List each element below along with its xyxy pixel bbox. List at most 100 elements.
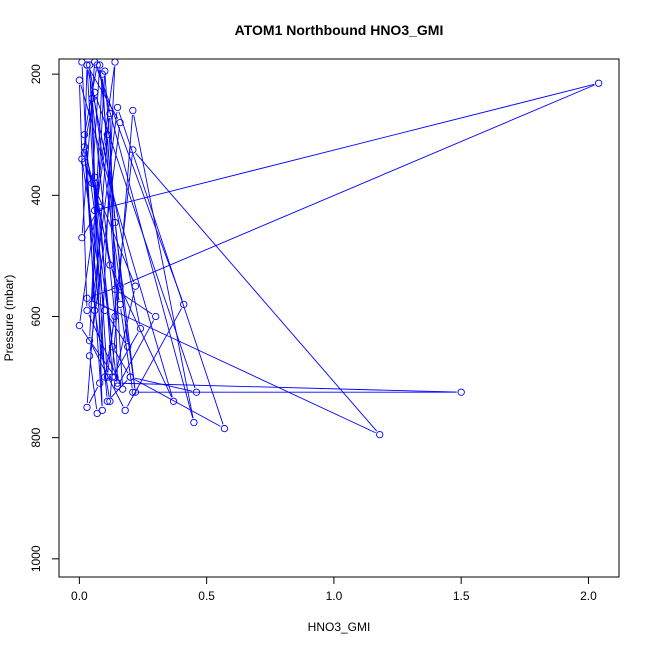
series-segment — [135, 152, 378, 432]
data-point — [85, 61, 94, 69]
series-segment — [81, 329, 113, 374]
series-segment — [92, 111, 118, 300]
series-segment — [105, 320, 115, 373]
data-point — [121, 406, 129, 415]
data-point — [129, 388, 137, 396]
x-tick-label: 0.0 — [71, 589, 88, 603]
data-point — [116, 282, 124, 290]
data-point — [90, 306, 99, 315]
data-point — [101, 67, 109, 75]
data-point — [124, 343, 132, 351]
data-point — [75, 76, 84, 84]
y-tick-label: 200 — [29, 64, 43, 84]
x-tick-label: 2.0 — [580, 589, 597, 603]
data-point — [131, 282, 140, 290]
y-tick-label: 800 — [29, 427, 43, 447]
series-segment — [109, 118, 118, 379]
data-point — [90, 173, 99, 181]
series-segment — [98, 83, 595, 210]
data-point — [83, 403, 91, 412]
series-segment — [91, 69, 100, 179]
series-segment — [88, 386, 99, 404]
series-segment — [120, 308, 133, 388]
series-segment — [82, 163, 105, 307]
data-point — [88, 94, 96, 103]
data-point — [80, 158, 89, 166]
data-point — [83, 294, 91, 302]
data-point — [75, 321, 84, 330]
y-tick-label: 1000 — [29, 545, 43, 572]
series-segment — [119, 320, 154, 383]
x-tick-label: 0.5 — [198, 589, 215, 603]
x-axis-label: HNO3_GMI — [308, 620, 371, 634]
data-point — [103, 397, 112, 405]
chart-title: ATOM1 Northbound HNO3_GMI — [235, 22, 444, 38]
x-tick-label: 1.0 — [326, 589, 343, 603]
data-point — [118, 385, 127, 393]
series-segment — [92, 102, 115, 313]
data-point — [113, 379, 122, 387]
series-segment — [94, 181, 108, 373]
series-segment — [95, 96, 196, 389]
data-point — [85, 352, 94, 360]
series-segment — [79, 84, 88, 306]
data-point — [96, 379, 104, 387]
data-point — [108, 343, 117, 351]
series-segment — [115, 290, 135, 373]
data-point — [111, 218, 119, 227]
data-point — [190, 418, 198, 427]
data-point — [101, 373, 109, 381]
data-point — [116, 118, 124, 127]
data-point — [180, 300, 188, 309]
y-tick-label: 600 — [29, 306, 43, 326]
series-segment — [107, 139, 123, 385]
series-segment — [86, 69, 106, 373]
data-point — [90, 88, 99, 96]
data-point — [126, 373, 134, 381]
series-segment — [94, 314, 110, 397]
series-segment — [89, 360, 98, 410]
series-segment — [91, 102, 103, 406]
y-axis-label: Pressure (mbar) — [2, 275, 16, 362]
series-segment — [134, 378, 221, 427]
data-layer — [75, 58, 603, 439]
x-axis: 0.0 0.5 1.0 1.5 2.0 — [71, 576, 597, 603]
data-point — [192, 388, 201, 396]
data-point — [90, 206, 99, 215]
series-segment — [79, 117, 110, 322]
series-segment — [114, 332, 139, 374]
data-point — [93, 409, 101, 418]
series-segment — [91, 75, 106, 300]
series-segment — [84, 69, 88, 149]
data-point — [116, 300, 124, 309]
data-point — [83, 61, 91, 69]
data-point — [103, 373, 112, 381]
series-segment — [89, 69, 136, 388]
data-point — [136, 324, 145, 333]
data-point — [106, 109, 114, 118]
series-segment — [88, 314, 122, 386]
series-segment — [88, 68, 119, 119]
data-point — [457, 388, 465, 396]
y-tick-label: 400 — [29, 185, 43, 205]
series-segment — [90, 299, 376, 434]
data-point — [594, 79, 603, 87]
data-point — [129, 106, 137, 115]
data-point — [169, 397, 178, 405]
data-point — [80, 131, 89, 139]
series-segment — [97, 69, 194, 419]
data-point — [103, 131, 112, 139]
series-segment — [118, 111, 224, 425]
series-segment — [122, 382, 457, 393]
series-segment — [84, 151, 103, 406]
data-point — [101, 306, 109, 315]
data-point — [96, 61, 104, 69]
data-point — [376, 430, 384, 439]
data-point — [111, 373, 119, 381]
data-point — [106, 261, 114, 269]
x-tick-label: 1.5 — [453, 589, 470, 603]
data-point — [113, 103, 122, 112]
data-point — [88, 179, 96, 187]
data-point — [111, 312, 119, 321]
